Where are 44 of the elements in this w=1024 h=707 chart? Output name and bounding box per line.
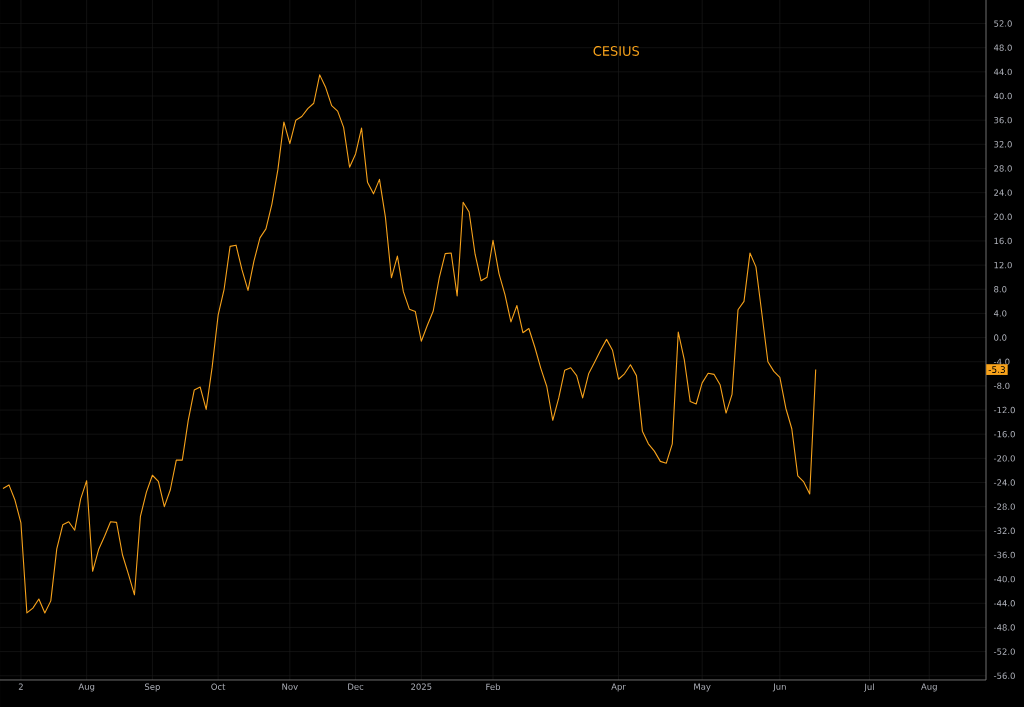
- y-tick-label: 4.0: [993, 310, 1007, 317]
- x-tick-label: Jul: [863, 683, 874, 692]
- y-tick-label: -40.0: [993, 575, 1015, 583]
- y-tick-label: 32.0: [994, 141, 1012, 148]
- y-tick-label: -12.0: [993, 406, 1015, 414]
- x-tick-label: Jun: [772, 683, 786, 692]
- y-tick-label: -24.0: [993, 479, 1015, 486]
- y-tick-label: 48.0: [993, 44, 1012, 51]
- y-tick-label: -36.0: [993, 551, 1015, 559]
- y-tick-label: 20.0: [994, 213, 1012, 220]
- y-tick-label: 12.0: [994, 261, 1012, 269]
- y-tick-label: 36.0: [994, 116, 1012, 124]
- y-tick-label: -20.0: [993, 455, 1015, 462]
- y-tick-label: -48.0: [993, 624, 1015, 631]
- x-tick-label: 2: [18, 683, 23, 690]
- y-tick-label: -16.0: [993, 430, 1015, 438]
- y-tick-label: 28.0: [994, 165, 1012, 172]
- line-series: [2, 74, 817, 614]
- text: -5.3: [988, 366, 1005, 373]
- y-tick-label: -32.0: [993, 527, 1015, 535]
- y-tick-label: 44.0: [993, 68, 1012, 76]
- y-tick-label: 52.0: [994, 20, 1012, 27]
- y-tick-label: -52.0: [993, 648, 1015, 655]
- x-tick-label: Aug: [921, 683, 937, 692]
- y-tick-label: -28.0: [993, 503, 1015, 510]
- x-tick-label: Aug: [78, 683, 95, 692]
- x-tick-label: Dec: [348, 683, 364, 690]
- y-tick-label: 24.0: [994, 189, 1012, 196]
- text: CESIUS: [593, 46, 640, 56]
- y-tick-label: -44.0: [993, 600, 1015, 607]
- y-tick-label: 0.0: [994, 334, 1007, 341]
- x-tick-label: Apr: [611, 683, 626, 692]
- y-tick-label: 8.0: [994, 286, 1007, 293]
- x-tick-label: Sep: [144, 683, 160, 692]
- y-tick-label: -56.0: [993, 672, 1015, 679]
- x-tick-label: Feb: [486, 683, 501, 691]
- x-tick-label: Nov: [282, 683, 298, 690]
- x-tick-label: Oct: [211, 683, 226, 690]
- x-tick-label: May: [694, 683, 711, 692]
- y-tick-label: -4.0: [993, 358, 1010, 365]
- y-tick-label: 16.0: [994, 237, 1012, 245]
- x-tick-label: 2025: [411, 683, 432, 690]
- y-tick-label: 40.0: [993, 92, 1012, 100]
- y-tick-label: -8.0: [993, 382, 1010, 390]
